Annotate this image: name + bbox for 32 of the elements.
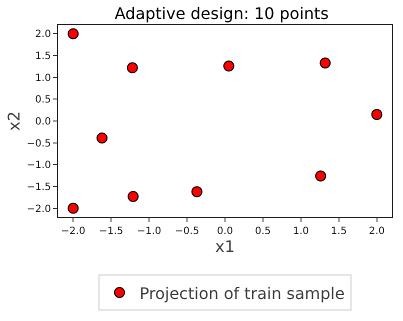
point	[315, 170, 326, 182]
y-tick-label: 2.0	[35, 29, 51, 40]
x-tick-label: −0.5	[174, 226, 200, 237]
x-tick-label: −1.0	[136, 226, 162, 237]
x-axis-title: x1	[215, 237, 235, 256]
x-tick-label: 1.5	[330, 226, 347, 237]
point	[128, 190, 139, 202]
point	[320, 57, 331, 68]
point	[191, 186, 202, 198]
chart-title: Adaptive design: 10 points	[114, 4, 329, 24]
y-tick-label: −1.0	[26, 160, 51, 172]
x-tick-label: 2.0	[368, 226, 385, 237]
y-tick-label: −1.5	[26, 182, 51, 193]
y-tick-label: 0.0	[35, 116, 51, 128]
point	[68, 28, 79, 40]
point	[223, 60, 234, 72]
x-tick-label: 1.0	[292, 226, 309, 237]
y-tick-label: −0.5	[26, 138, 51, 150]
x-tick-label: 0.0	[217, 226, 233, 237]
y-tick-label: 1.0	[35, 72, 51, 84]
y-tick-label: −2.0	[26, 204, 51, 215]
x-tick-label: 0.5	[254, 226, 271, 237]
point	[371, 108, 382, 120]
x-tick-label: −1.5	[98, 226, 124, 237]
y-tick-label: 0.5	[35, 94, 51, 106]
point	[96, 132, 108, 144]
point	[126, 62, 138, 74]
point	[68, 202, 79, 214]
legend-label: Projection of train sample	[140, 284, 345, 303]
y-tick-label: 1.5	[35, 51, 51, 62]
y-axis-title: x2	[4, 111, 24, 131]
x-tick-label: −2.0	[61, 226, 86, 237]
